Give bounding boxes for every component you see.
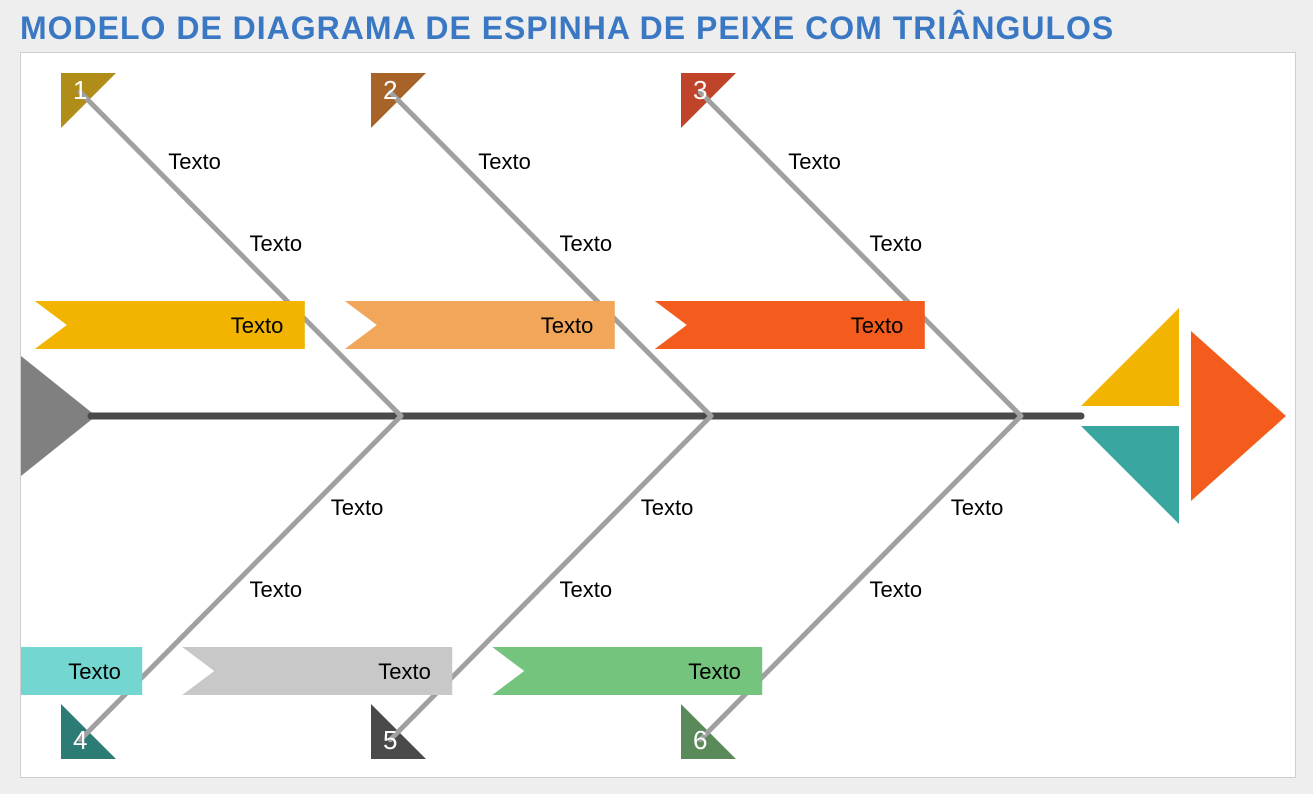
head-triangle-top xyxy=(1081,308,1179,406)
bone-top-3-label-2: Texto xyxy=(870,231,923,257)
bone-top-3-label-1: Texto xyxy=(788,149,841,175)
bone-bottom-2-label-2: Texto xyxy=(560,577,613,603)
bone-top-1-label-2: Texto xyxy=(250,231,303,257)
bone-bottom-2-number: 5 xyxy=(383,725,397,756)
bone-top-2-label-2: Texto xyxy=(560,231,613,257)
bone-top-2-label-1: Texto xyxy=(478,149,531,175)
bone-bottom-1-number: 4 xyxy=(73,725,87,756)
bone-top-2-line xyxy=(390,92,711,416)
bone-top-3-bar-label: Texto xyxy=(851,313,904,339)
bone-top-2-bar-label: Texto xyxy=(541,313,594,339)
diagram-frame: 1 Texto Texto Texto 2 Texto Texto Texto 3 Texto Te… xyxy=(20,52,1296,778)
head-triangle-bottom xyxy=(1081,426,1179,524)
bone-bottom-3-label-3: Texto xyxy=(951,495,1004,521)
bone-bottom-3-number: 6 xyxy=(693,725,707,756)
diagram-title: MODELO DE DIAGRAMA DE ESPINHA DE PEIXE C… xyxy=(0,0,1313,55)
bone-top-1-label-1: Texto xyxy=(168,149,221,175)
bone-bottom-3-label-2: Texto xyxy=(870,577,923,603)
bone-bottom-1-label-2: Texto xyxy=(250,577,303,603)
bone-top-3-line xyxy=(700,92,1021,416)
bone-top-1-bar-label: Texto xyxy=(231,313,284,339)
bone-top-3-number: 3 xyxy=(693,75,707,106)
head-triangle-right xyxy=(1191,331,1286,501)
bone-top-2-number: 2 xyxy=(383,75,397,106)
bone-bottom-1-label-3: Texto xyxy=(331,495,384,521)
bone-top-1-number: 1 xyxy=(73,75,87,106)
bone-bottom-1-bar-label: Texto xyxy=(68,659,121,685)
bone-bottom-3-bar-label: Texto xyxy=(688,659,741,685)
bone-bottom-2-bar-label: Texto xyxy=(378,659,431,685)
bone-bottom-2-label-3: Texto xyxy=(641,495,694,521)
tail-triangle xyxy=(21,356,96,476)
bone-top-1-line xyxy=(80,92,401,416)
